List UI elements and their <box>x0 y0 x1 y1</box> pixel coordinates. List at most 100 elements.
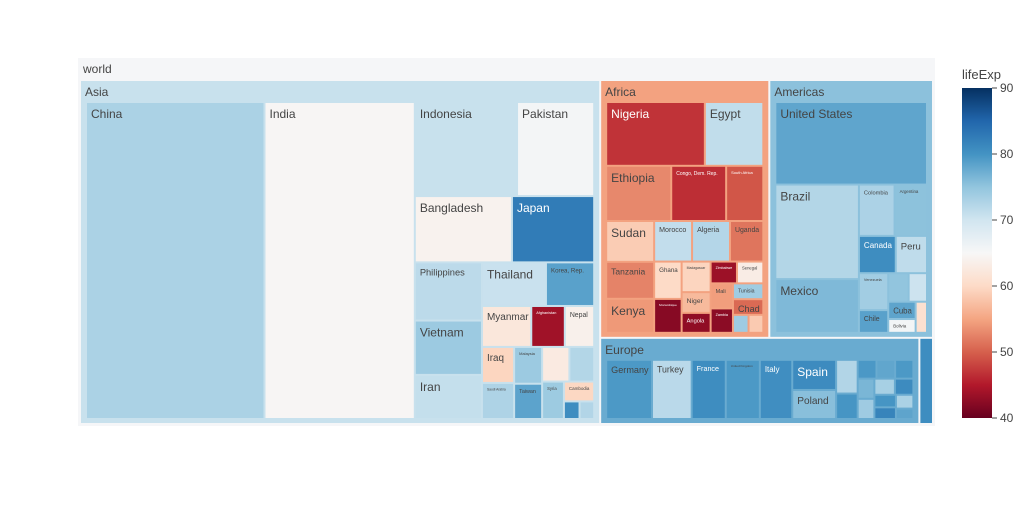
country-ghana[interactable]: Ghana <box>655 262 681 298</box>
country-label: Vietnam <box>420 326 464 340</box>
country-zambia[interactable]: Zambia <box>711 309 732 332</box>
country-south-africa[interactable]: South Africa <box>727 166 763 221</box>
country-poland[interactable]: Poland <box>793 390 836 418</box>
country-kenya[interactable]: Kenya <box>607 299 654 332</box>
continent-europe[interactable]: Europe Germany Turkey France United Kingdom I… <box>601 338 919 423</box>
country-brazil[interactable]: Brazil <box>776 185 858 279</box>
country-zimbabwe[interactable]: Zimbabwe <box>711 262 736 283</box>
country-label: Niger <box>687 298 704 305</box>
country-netherlands[interactable] <box>837 394 857 418</box>
country-denmark[interactable] <box>896 409 913 418</box>
country-chile[interactable]: Chile <box>859 311 888 332</box>
country-canada[interactable]: Canada <box>859 236 895 273</box>
country-colombia[interactable]: Colombia <box>859 185 894 235</box>
country-france[interactable]: France <box>692 360 725 418</box>
country-myanmar[interactable]: Myanmar <box>482 306 531 346</box>
country-peru[interactable]: Peru <box>896 236 926 273</box>
country-iraq[interactable]: Iraq <box>482 347 514 382</box>
country-tanzania[interactable]: Tanzania <box>607 262 654 298</box>
country-algeria[interactable]: Algeria <box>693 222 729 261</box>
country-india[interactable]: India <box>265 103 414 418</box>
country-tile <box>711 262 736 283</box>
country-senegal[interactable]: Senegal <box>737 262 763 283</box>
country-israel[interactable] <box>564 402 579 418</box>
country-thailand[interactable]: Thailand <box>482 263 545 305</box>
country-niger[interactable]: Niger <box>682 293 710 312</box>
country-tile <box>565 306 594 346</box>
country-haiti[interactable] <box>916 302 926 332</box>
country-japan[interactable]: Japan <box>512 197 594 262</box>
country-saudi-arabia[interactable]: Saudi Arabia <box>482 383 514 418</box>
country-vietnam[interactable]: Vietnam <box>415 321 481 374</box>
country-jordan[interactable] <box>580 402 594 418</box>
country-switzerland[interactable] <box>875 408 895 418</box>
country-afghanistan[interactable]: Afghanistan <box>532 306 564 346</box>
country-indonesia[interactable]: Indonesia <box>415 103 517 196</box>
country-united-states[interactable]: United States <box>776 103 926 184</box>
country-cuba[interactable]: Cuba <box>889 302 915 319</box>
country-philippines[interactable]: Philippines <box>415 263 481 320</box>
country-mozambique[interactable]: Mozambique <box>655 299 681 332</box>
country-romania[interactable] <box>837 360 857 393</box>
country-ethiopia[interactable]: Ethiopia <box>607 166 671 221</box>
country-iran[interactable]: Iran <box>415 375 481 418</box>
country-serbia[interactable] <box>858 399 874 418</box>
country-venezuela[interactable]: Venezuela <box>859 274 888 310</box>
country-label: Egypt <box>710 107 741 121</box>
country-mexico[interactable]: Mexico <box>776 280 858 332</box>
country-sri-lanka[interactable] <box>570 347 594 381</box>
continent-americas[interactable]: Americas United States Brazil Mexico Colombi… <box>770 81 932 337</box>
country-tile <box>415 197 511 262</box>
country-togo[interactable] <box>749 315 763 332</box>
country-ecuador[interactable] <box>889 274 908 301</box>
country-uganda[interactable]: Uganda <box>730 222 763 261</box>
country-nepal[interactable]: Nepal <box>565 306 594 346</box>
country-cambodia[interactable]: Cambodia <box>564 382 594 401</box>
country-czech-republic[interactable] <box>858 379 874 398</box>
continent-africa[interactable]: Africa Nigeria Egypt Ethiopia Congo, Dem. Re… <box>601 81 769 337</box>
country-sudan[interactable]: Sudan <box>607 222 654 261</box>
country-tile <box>896 360 913 378</box>
country-mali[interactable]: Mali <box>711 284 732 308</box>
country-bulgaria[interactable] <box>896 395 913 408</box>
country-china[interactable]: China <box>87 103 264 418</box>
country-chad[interactable]: Chad <box>733 300 763 314</box>
country-united-kingdom[interactable]: United Kingdom <box>726 360 759 418</box>
country-egypt[interactable]: Egypt <box>705 103 763 165</box>
country-nigeria[interactable]: Nigeria <box>607 103 704 165</box>
continent-oceania[interactable] <box>920 338 932 423</box>
country-pakistan[interactable]: Pakistan <box>518 103 594 196</box>
country-libya[interactable] <box>733 315 748 332</box>
country-congo-dem-rep[interactable]: Congo, Dem. Rep. <box>672 166 726 221</box>
country-austria[interactable] <box>875 395 895 407</box>
country-sweden[interactable] <box>895 379 913 394</box>
country-angola[interactable]: Angola <box>682 313 710 332</box>
country-yemen-rep[interactable] <box>543 347 569 381</box>
country-tile <box>875 379 894 394</box>
country-bangladesh[interactable]: Bangladesh <box>415 197 511 262</box>
country-hungary[interactable] <box>875 379 894 394</box>
country-taiwan[interactable]: Taiwan <box>515 384 542 418</box>
country-label: Malaysia <box>519 351 536 356</box>
country-italy[interactable]: Italy <box>760 360 792 418</box>
country-madagascar[interactable]: Madagascar <box>682 262 710 292</box>
country-greece[interactable] <box>858 360 876 378</box>
country-germany[interactable]: Germany <box>607 360 651 418</box>
colorbar-tick-label: 80 <box>1000 147 1014 161</box>
country-turkey[interactable]: Turkey <box>652 360 691 418</box>
country-tile <box>889 274 908 301</box>
country-korea-rep[interactable]: Korea, Rep. <box>546 263 594 305</box>
country-guatemala[interactable] <box>909 274 926 301</box>
country-syria[interactable]: Syria <box>543 382 563 418</box>
country-argentina[interactable]: Argentina <box>895 185 926 235</box>
country-morocco[interactable]: Morocco <box>655 222 692 261</box>
country-tunisia[interactable]: Tunisia <box>733 284 763 299</box>
country-belgium[interactable] <box>896 360 913 378</box>
country-label: South Africa <box>731 170 753 175</box>
country-spain[interactable]: Spain <box>793 360 836 389</box>
country-bolivia[interactable]: Bolivia <box>889 320 915 332</box>
continent-asia[interactable]: Asia China India Indonesia Pakistan Banglades… <box>81 81 600 423</box>
country-malaysia[interactable]: Malaysia <box>515 347 542 383</box>
country-tile <box>859 274 888 310</box>
country-portugal[interactable] <box>877 360 895 378</box>
